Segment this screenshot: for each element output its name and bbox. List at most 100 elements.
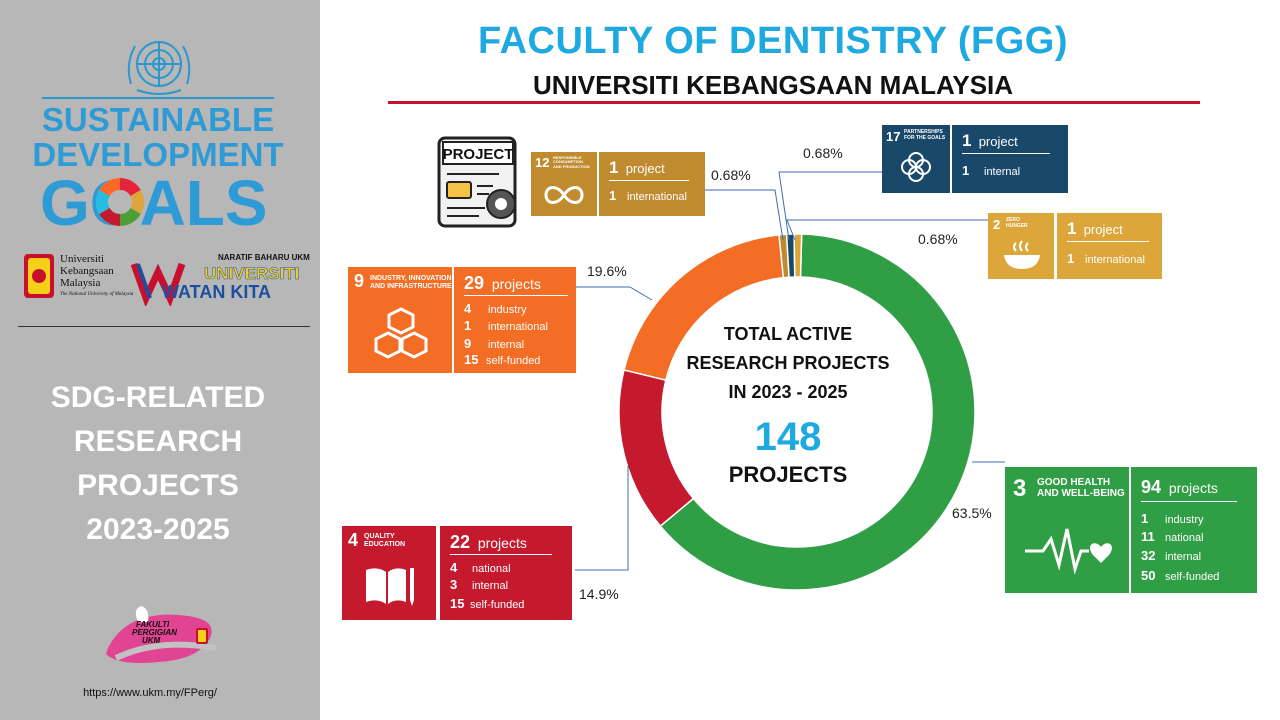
sdg2-row-count: 1 [1067,251,1075,266]
leader-line-sdg12 [705,189,784,241]
sdg12-label-line: CONSUMPTION [553,159,583,165]
center-line: IN 2023 - 2025 [728,382,848,402]
sdg3-row: 50 self-funded [1141,568,1219,583]
sdg9-row-label: international [488,321,548,333]
sdg3-rule [1141,501,1237,502]
sdg9-label-line: INDUSTRY, INNOVATION [370,275,452,282]
sdg4-label-line: QUALITY [364,533,395,540]
title-rule [388,101,1200,104]
percent-label-sdg2: 0.68% [918,231,958,247]
sdg2-unit: project [1083,222,1123,237]
sdg2-info: 1 project 1 international [1057,213,1162,279]
sdg3-unit: projects [1168,480,1218,496]
sdg2-label: ZERO HUNGER [1006,217,1028,229]
svg-text:The National University of Mal: The National University of Malaysia [60,292,134,297]
sdg3-row-count: 50 [1141,568,1156,583]
sdg4-row: 3 internal [450,577,508,592]
sdg9-row: 15 self-funded [464,352,540,367]
donut-center-label: TOTAL ACTIVE RESEARCH PROJECTS IN 2023 -… [668,320,908,407]
food-bowl-icon [1004,240,1040,269]
sdg9-row-count: 9 [464,336,472,351]
sdg9-row-label: internal [488,339,525,351]
sdg-word-development: DEVELOPMENT [32,136,284,173]
sidebar-title-line: SDG-RELATED [50,381,266,414]
sdg9-info: 29 projects 4 industry 1 international 9 in… [454,267,576,373]
sdg17-label-line: PARTNERSHIPS [904,129,943,135]
sdg2-count: 1 [1067,219,1077,238]
sdg3-row-label: national [1165,532,1204,544]
sdg12-row-count: 1 [609,188,617,203]
sdg3-row-count: 1 [1141,511,1149,526]
percent-label-sdg12: 0.68% [711,167,751,183]
sdg17-count: 1 [962,131,972,150]
sdg2-card: 2 ZERO HUNGER 1 project 1 international [988,213,1162,279]
sdg3-row-count: 11 [1141,529,1155,544]
total-projects-unit: PROJECTS [728,462,848,487]
sdg-rule-top [42,97,274,99]
sdg3-projects: 94 projects [1141,477,1218,498]
sdg3-label-line: AND WELL-BEING [1037,488,1125,499]
sdg2-label-line: ZERO [1006,217,1020,223]
svg-text:Kebangsaan: Kebangsaan [60,265,114,277]
un-globe-icon [127,41,191,95]
partnership-flower-icon [901,152,931,182]
sidebar-divider [18,326,310,327]
percent-label-sdg9: 19.6% [587,263,627,279]
sdg12-projects: 1 project [609,158,665,178]
sdg9-row: 4 industry [464,301,527,316]
sdg12-label-line: AND PRODUCTION [553,163,590,169]
sdg12-count: 1 [609,158,619,177]
sdg9-row-label: industry [488,304,527,316]
sdg2-tile: 2 ZERO HUNGER [988,213,1054,279]
sdg17-row-count: 1 [962,163,970,178]
logos-row: Universiti Kebangsaan Malaysia The Natio… [22,250,312,308]
percent-label-sdg17: 0.68% [803,145,843,161]
sdg12-number: 12 [535,155,550,170]
sdg4-label: QUALITY EDUCATION [364,533,405,548]
sdg9-unit: projects [491,276,541,292]
sdg9-count: 29 [464,273,485,293]
sdg9-row: 9 internal [464,336,524,351]
sdg17-rule [962,153,1050,154]
sdg9-tile: 9 INDUSTRY, INNOVATION AND INFRASTRUCTUR… [348,267,452,373]
sdg4-row-label: internal [472,580,509,592]
sdg9-row-label: self-funded [486,355,541,367]
faculty-url-link[interactable]: https://www.ukm.my/FPerg/ [83,687,217,699]
sdg9-projects: 29 projects [464,273,541,294]
sdg9-row: 1 international [464,318,548,333]
center-line: RESEARCH PROJECTS [686,353,890,373]
sdg3-info: 94 projects 1 industry 11 national 32 inter… [1131,467,1257,593]
sdg3-label: GOOD HEALTH AND WELL-BEING [1037,477,1125,499]
sdg9-row-count: 1 [464,318,472,333]
sdg3-tile: 3 GOOD HEALTH AND WELL-BEING [1005,467,1129,593]
cubes-icon [374,307,428,359]
sdg4-rule [450,554,552,555]
sdg17-label: PARTNERSHIPS FOR THE GOALS [904,129,946,141]
sdg4-row-count: 15 [450,596,465,611]
sdg12-row-label: international [627,191,687,203]
sdg9-row-count: 15 [464,352,479,367]
svg-text:FAKULTI: FAKULTI [136,620,170,629]
sdg3-label-line: GOOD HEALTH [1037,477,1111,488]
sdg-goals-wordmark: GOALS [40,172,268,232]
leader-line-sdg2 [786,219,988,241]
sdg3-row: 32 internal [1141,548,1201,563]
sdg4-label-line: EDUCATION [364,540,406,548]
sdg4-info: 22 projects 4 national 3 internal 15 self-f… [440,526,572,620]
page-title: FACULTY OF DENTISTRY (FGG) [477,20,1069,62]
page-subtitle: UNIVERSITI KEBANGSAAN MALAYSIA [532,70,1014,100]
sdg17-label-line: FOR THE GOALS [904,134,946,141]
sdg-word-sustainable: SUSTAINABLE [41,101,275,138]
project-document-icon: PROJECT [437,136,517,228]
sdg-wheel-icon [95,178,145,226]
svg-text:Malaysia: Malaysia [60,277,100,289]
leader-lines [575,171,1005,571]
center-line: TOTAL ACTIVE [723,324,853,344]
sdg17-row-label: internal [984,166,1021,178]
sdg4-row-label: self-funded [470,599,525,611]
sdg2-label-line: HUNGER [1006,222,1028,229]
sdg9-number: 9 [354,271,365,291]
sdg3-row: 1 industry [1141,511,1204,526]
sdg12-info: 1 project 1 international [599,152,705,216]
donut-slice-6 [793,233,803,278]
